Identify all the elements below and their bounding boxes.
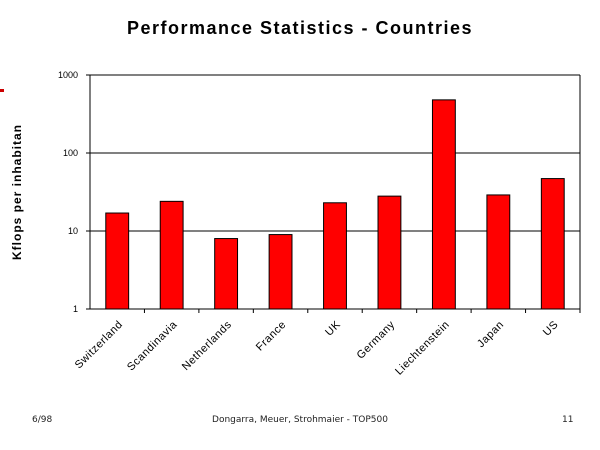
x-tick-label: Scandinavia: [125, 318, 180, 373]
x-tick-label: Japan: [475, 319, 506, 350]
x-tick-label: France: [254, 319, 289, 354]
bar-switzerland: [105, 212, 130, 310]
y-tick-label: 100: [63, 148, 78, 158]
bar-germany: [377, 195, 402, 310]
bar-scandinavia: [159, 200, 184, 310]
y-tick-label: 10: [68, 226, 78, 236]
bar-japan: [486, 194, 511, 310]
x-tick-label: Germany: [355, 319, 398, 362]
edge-marker: [0, 89, 4, 92]
chart-title: Performance Statistics - Countries: [127, 18, 473, 38]
x-tick-label: Switzerland: [73, 319, 126, 372]
x-tick-label: Netherlands: [180, 319, 234, 373]
bar-liechtenstein: [431, 99, 456, 310]
x-tick-label: US: [541, 319, 561, 339]
footer-page-number: 11: [562, 415, 574, 425]
bar-uk: [323, 202, 347, 310]
y-axis-label: Kflops per inhabitan: [10, 124, 24, 260]
y-tick-label: 1000: [58, 70, 78, 80]
y-tick-label: 1: [73, 304, 78, 314]
bar-france: [268, 234, 293, 310]
footer-date: 6/98: [32, 415, 53, 425]
bar-netherlands: [214, 238, 239, 310]
x-tick-label: Liechtenstein: [393, 319, 452, 378]
x-tick-label: UK: [323, 319, 343, 339]
bar-us: [540, 178, 565, 310]
footer-authors: Dongarra, Meuer, Strohmaier - TOP500: [212, 415, 388, 425]
plot-area: 1 10 100 1000 Switzerland Scandinavia Netherla…: [58, 70, 581, 378]
